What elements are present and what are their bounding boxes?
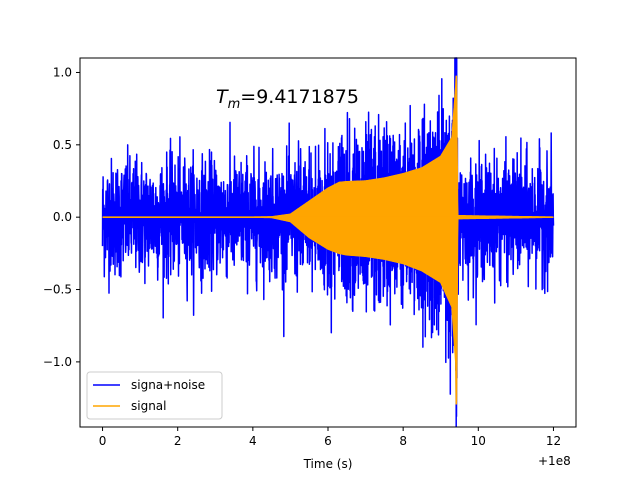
tm-annotation-prefix: T: [216, 86, 229, 108]
y-tick-label: 0.0: [53, 210, 72, 224]
tm-annotation-subscript: m: [228, 97, 241, 112]
legend-label-signa-noise: signa+noise: [131, 378, 205, 392]
x-tick-label: 12: [546, 434, 561, 448]
ticks: 0 2 4 6 8 10 12 1.0 0.5 0.0 −0.5 −1.0: [43, 65, 561, 448]
tm-annotation-value: =9.4171875: [240, 86, 359, 108]
y-tick-label: 0.5: [53, 138, 72, 152]
x-tick-label: 10: [471, 434, 486, 448]
y-tick-label: 1.0: [53, 65, 72, 79]
legend: signa+noise signal: [86, 371, 223, 420]
x-axis-label: Time (s): [303, 457, 353, 471]
y-tick-label: −1.0: [43, 355, 72, 369]
x-tick-label: 4: [249, 434, 257, 448]
y-tick-label: −0.5: [43, 283, 72, 297]
legend-label-signal: signal: [131, 399, 167, 413]
x-tick-label: 8: [399, 434, 407, 448]
x-tick-label: 0: [99, 434, 107, 448]
signal-series-signal: [102, 75, 554, 405]
tm-annotation: Tm=9.4171875: [216, 86, 359, 112]
x-offset-label: +1e8: [538, 454, 571, 468]
x-tick-label: 2: [174, 434, 182, 448]
legend-box: [86, 371, 223, 420]
x-tick-label: 6: [324, 434, 332, 448]
